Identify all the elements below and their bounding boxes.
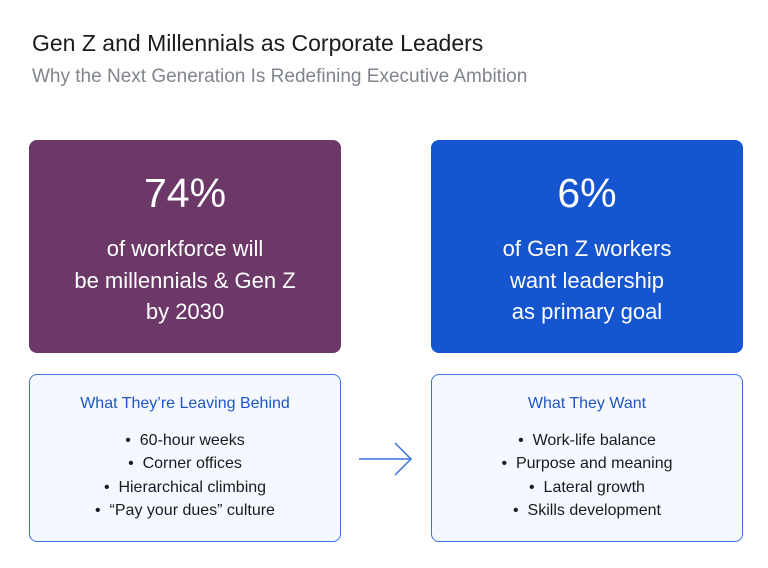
list-card: What They’re Leaving Behind 60-hour week… [29,374,341,542]
stat-text: be millennials & Gen Z [74,267,296,293]
stat-text: want leadership [509,267,665,293]
stat-text: as primary goal [511,299,663,324]
stat-card: 6% of Gen Z workers want leadership as p… [431,140,743,353]
stat-text: of workforce will [106,236,264,261]
stat-figure: 6% [557,170,617,216]
list-heading: What They Want [527,395,647,412]
list-card: What They Want Work-life balance Purpose… [431,374,743,542]
stat-text: by 2030 [145,299,225,324]
list-item: Purpose and meaning [432,452,742,475]
list-item: Hierarchical climbing [30,476,340,499]
list-item: Skills development [432,499,742,522]
stat-figure: 74% [143,170,227,216]
list-item: Lateral growth [432,476,742,499]
arrow [359,442,413,476]
list-item: Work-life balance [432,429,742,452]
title: Gen Z and Millennials as Corporate Leade… [32,30,484,56]
list-heading: What They’re Leaving Behind [80,395,290,412]
subtitle: Why the Next Generation Is Redefining Ex… [32,66,528,87]
list-item: Corner offices [30,452,340,475]
list-item: “Pay your dues” culture [30,499,340,522]
list-item: 60-hour weeks [30,429,340,452]
stat-card: 74% of workforce will be millennials & G… [29,140,341,353]
stat-text: of Gen Z workers [502,236,672,261]
